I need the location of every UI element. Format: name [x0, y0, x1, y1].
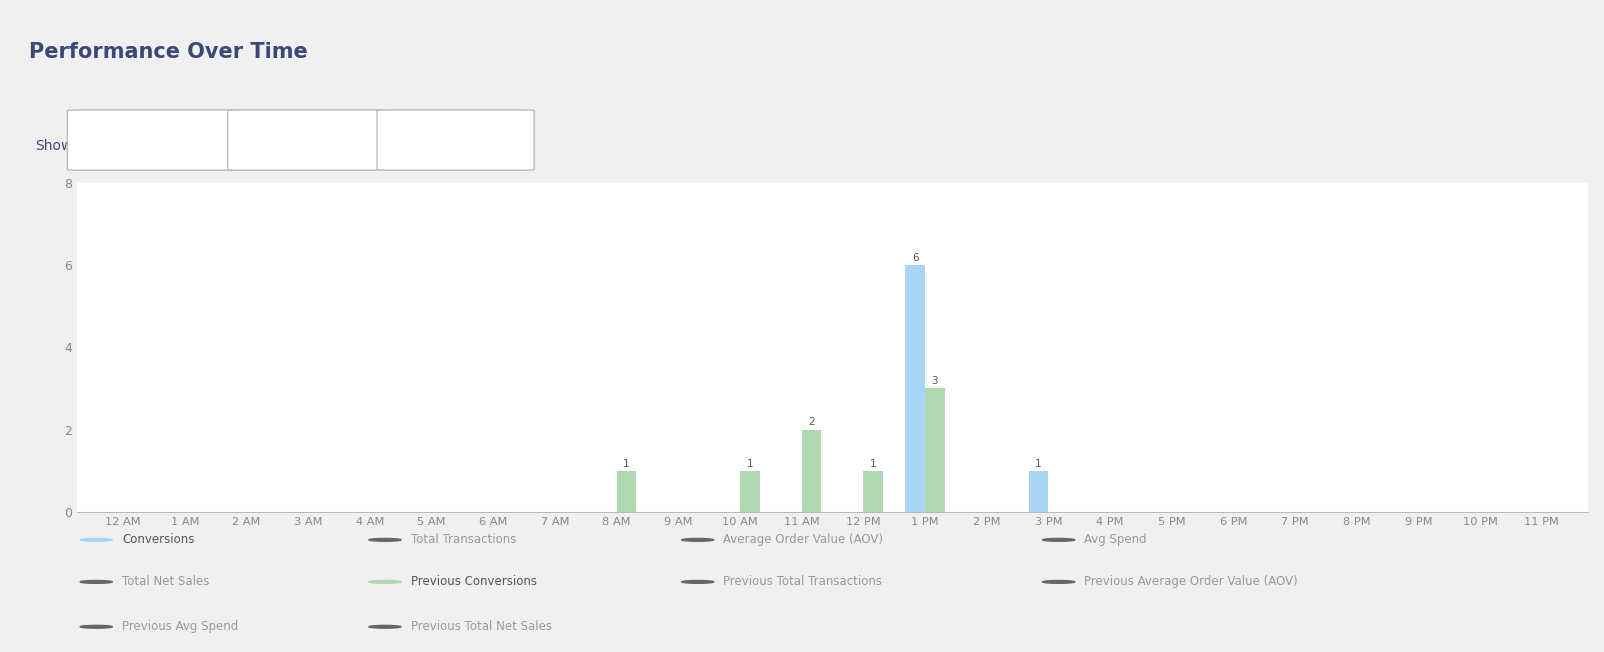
Text: Previous Avg Spend: Previous Avg Spend	[122, 620, 237, 633]
Bar	[802, 430, 821, 512]
Circle shape	[80, 625, 112, 628]
FancyBboxPatch shape	[67, 110, 241, 170]
Text: Previous Conversions: Previous Conversions	[411, 576, 537, 588]
Text: ▾: ▾	[356, 135, 363, 145]
Text: 2: 2	[808, 417, 815, 428]
Text: Total Net Sales: Total Net Sales	[122, 576, 209, 588]
Text: With labels: With labels	[263, 134, 337, 147]
FancyBboxPatch shape	[228, 110, 388, 170]
Text: Previous Average Order Value (AOV): Previous Average Order Value (AOV)	[1084, 576, 1298, 588]
Bar	[863, 471, 884, 512]
Text: 1: 1	[869, 458, 876, 469]
Text: 6: 6	[911, 253, 919, 263]
Text: Avg Spend: Avg Spend	[1084, 533, 1147, 546]
FancyBboxPatch shape	[377, 110, 534, 170]
Text: ▾: ▾	[502, 135, 508, 145]
Text: Previous Total Net Sales: Previous Total Net Sales	[411, 620, 552, 633]
Circle shape	[369, 539, 401, 541]
Circle shape	[682, 580, 714, 584]
Text: 1: 1	[746, 458, 754, 469]
Bar	[926, 389, 945, 512]
Bar	[616, 471, 637, 512]
Text: ▾: ▾	[207, 135, 213, 145]
Bar	[905, 265, 926, 512]
Circle shape	[1043, 580, 1075, 584]
Text: 1: 1	[1035, 458, 1041, 469]
Circle shape	[80, 580, 112, 584]
Text: Hour of Day: Hour of Day	[407, 134, 488, 147]
Text: Conversions: Conversions	[104, 134, 186, 147]
Text: 1: 1	[624, 458, 630, 469]
Text: Show: Show	[35, 139, 72, 153]
Bar	[1028, 471, 1049, 512]
Circle shape	[80, 539, 112, 541]
Text: 3: 3	[932, 376, 938, 386]
Text: Conversions: Conversions	[122, 533, 194, 546]
Circle shape	[369, 625, 401, 628]
Circle shape	[369, 580, 401, 584]
Text: Performance Over Time: Performance Over Time	[29, 42, 308, 62]
Bar	[739, 471, 760, 512]
Circle shape	[1043, 539, 1075, 541]
Circle shape	[682, 539, 714, 541]
Text: Average Order Value (AOV): Average Order Value (AOV)	[723, 533, 884, 546]
Text: Total Transactions: Total Transactions	[411, 533, 516, 546]
Text: Previous Total Transactions: Previous Total Transactions	[723, 576, 882, 588]
